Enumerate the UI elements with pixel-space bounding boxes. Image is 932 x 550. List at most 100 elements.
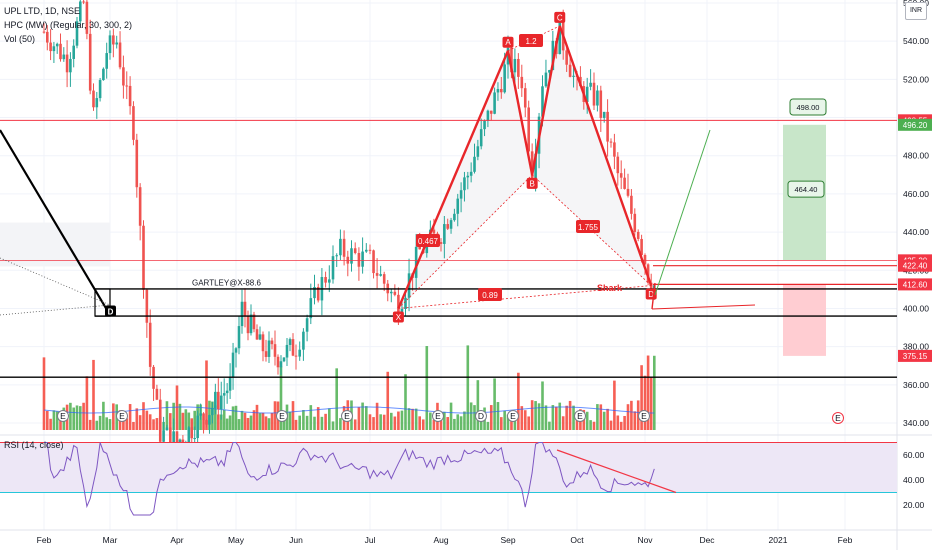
rsi-tick-label: 40.00 bbox=[903, 475, 925, 485]
volume-bar bbox=[324, 413, 327, 430]
volume-bar bbox=[496, 402, 500, 430]
volume-bar bbox=[148, 414, 152, 430]
candle-body bbox=[108, 35, 112, 54]
rsi-pane bbox=[0, 442, 897, 516]
volume-bar bbox=[500, 417, 503, 430]
volume-bar bbox=[572, 405, 575, 430]
volume-bar bbox=[328, 408, 331, 430]
candle-body bbox=[456, 198, 460, 214]
candle-body bbox=[500, 88, 503, 93]
candle-body bbox=[132, 106, 135, 140]
time-tick-label: Nov bbox=[637, 535, 653, 545]
volume-bar bbox=[443, 411, 446, 430]
volume-bar bbox=[633, 411, 637, 430]
time-tick-label: Aug bbox=[433, 535, 448, 545]
pattern-leg bbox=[558, 25, 653, 286]
pattern-leg bbox=[397, 50, 510, 309]
old-pattern-dotted bbox=[0, 304, 111, 316]
candle-body bbox=[243, 301, 247, 317]
volume-bar bbox=[640, 365, 643, 430]
volume-bar bbox=[95, 420, 99, 430]
volume-bar bbox=[493, 378, 496, 430]
candle-body bbox=[489, 110, 493, 114]
candle-body bbox=[252, 314, 256, 330]
projection-flat-line bbox=[651, 304, 756, 310]
volume-ma-line bbox=[43, 406, 655, 414]
candle-body bbox=[541, 86, 544, 117]
candle-body bbox=[267, 340, 271, 357]
candle-body bbox=[613, 142, 616, 157]
pattern-point-label: C bbox=[557, 13, 563, 22]
volume-bar bbox=[523, 410, 527, 430]
time-tick-label: Sep bbox=[500, 535, 515, 545]
candle-body bbox=[630, 195, 633, 214]
candle-body bbox=[439, 242, 443, 244]
rsi-tick-label: 20.00 bbox=[903, 500, 925, 510]
target-callout bbox=[787, 180, 825, 198]
volume-bar bbox=[382, 414, 386, 430]
volume-bar bbox=[425, 346, 429, 430]
volume-bar bbox=[279, 366, 283, 430]
candle-body bbox=[510, 47, 513, 73]
volume-bar bbox=[125, 418, 129, 430]
candle-body bbox=[249, 314, 253, 334]
earnings-marker-label: E bbox=[279, 411, 285, 421]
candle-body bbox=[193, 438, 196, 440]
volume-bar bbox=[313, 416, 316, 430]
candle-body bbox=[196, 415, 199, 439]
volume-bar bbox=[302, 410, 305, 430]
projection-up-line bbox=[654, 129, 711, 296]
candle-body bbox=[225, 390, 229, 394]
volume-bar bbox=[558, 402, 562, 430]
candle-body bbox=[285, 344, 289, 358]
volume-bar bbox=[653, 355, 656, 430]
candle-body bbox=[365, 249, 368, 252]
volume-bar bbox=[649, 376, 653, 430]
shark-pattern[interactable]: X A B C D 0.467 1.2 1.755 0.89 Shark 498.00 464.40 bbox=[392, 11, 827, 323]
volume-bar bbox=[184, 409, 188, 430]
candle-body bbox=[158, 399, 162, 442]
candle-body bbox=[432, 229, 436, 234]
volume-bar bbox=[267, 418, 271, 430]
volume-bar bbox=[169, 413, 172, 430]
volume-bar bbox=[407, 408, 411, 430]
candle-body bbox=[324, 277, 327, 283]
time-tick-label: Mar bbox=[103, 535, 118, 545]
volume-bar bbox=[59, 419, 62, 430]
volume-bar bbox=[393, 416, 397, 430]
candle-body bbox=[135, 139, 139, 188]
candle-body bbox=[52, 46, 56, 52]
symbol-title: UPL LTD, 1D, NSE bbox=[4, 6, 81, 16]
volume-bar bbox=[145, 410, 149, 430]
volume-bar bbox=[152, 419, 155, 430]
ratio-badge bbox=[519, 34, 543, 47]
volume-bar bbox=[390, 412, 393, 430]
earnings-marker-label: E bbox=[119, 411, 125, 421]
candle-body bbox=[633, 213, 637, 232]
candle-body bbox=[261, 334, 265, 352]
volume-bar bbox=[193, 410, 196, 430]
candle-body bbox=[443, 224, 446, 244]
candle-body bbox=[62, 54, 66, 60]
volume-bar bbox=[175, 385, 179, 430]
candle-body bbox=[202, 413, 205, 421]
price-tick-label: 360.00 bbox=[903, 380, 929, 390]
candle-body bbox=[616, 156, 620, 174]
volume-bar bbox=[231, 406, 235, 430]
currency-badge[interactable]: INR bbox=[905, 2, 927, 20]
candle-body bbox=[606, 111, 609, 142]
price-tick-label: 340.00 bbox=[903, 418, 929, 428]
candle-body bbox=[350, 248, 353, 264]
candle-body bbox=[599, 90, 603, 118]
candle-body bbox=[602, 111, 606, 118]
candle-body bbox=[175, 431, 179, 443]
volume-bar bbox=[469, 402, 473, 430]
pattern-point-marker bbox=[526, 177, 538, 189]
candle-body bbox=[379, 274, 382, 276]
earnings-marker-label: E bbox=[60, 411, 66, 421]
volume-bar bbox=[102, 401, 105, 430]
old-pattern-dotted bbox=[0, 257, 111, 306]
volume-bar bbox=[112, 403, 115, 430]
